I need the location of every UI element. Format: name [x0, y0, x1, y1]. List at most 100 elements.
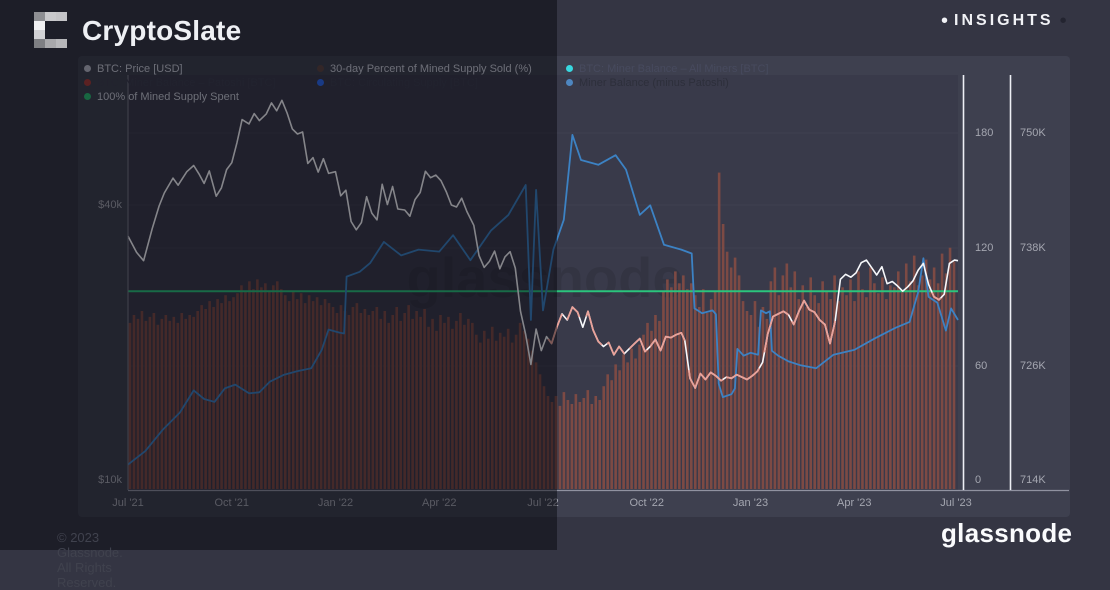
logo-block: [45, 21, 56, 30]
bar-30d-sold: [805, 307, 809, 489]
logo-block: [45, 30, 56, 39]
bar-30d-sold: [658, 320, 661, 489]
bar-30d-sold: [475, 334, 478, 489]
bar-30d-sold: [682, 275, 685, 489]
bar-30d-sold: [582, 398, 586, 489]
bar-30d-sold: [912, 255, 916, 489]
bar-30d-sold: [952, 261, 956, 489]
bar-30d-sold: [196, 311, 199, 489]
bar-30d-sold: [391, 315, 395, 489]
copyright-text: © 2023 Glassnode. All Rights Reserved.: [57, 530, 123, 590]
bar-30d-sold: [387, 322, 391, 489]
bar-30d-sold: [662, 291, 665, 489]
bar-30d-sold: [236, 293, 239, 489]
bar-30d-sold: [367, 315, 371, 489]
bar-30d-sold: [228, 301, 231, 489]
bar-30d-sold: [252, 289, 255, 489]
x-tick: Jul '21: [112, 497, 144, 509]
x-tick: Jul '23: [940, 497, 972, 509]
bar-30d-sold: [861, 289, 864, 489]
bar-30d-sold: [789, 287, 793, 489]
bar-30d-sold: [558, 405, 562, 489]
bar-30d-sold: [168, 320, 172, 489]
legend-column: 30-day Percent of Mined Supply Sold (%) B…: [317, 63, 532, 89]
bar-30d-sold: [463, 324, 466, 489]
bar-30d-sold: [283, 295, 287, 489]
bar-30d-sold: [749, 315, 753, 489]
legend-dot-icon: [84, 79, 91, 86]
bar-30d-sold: [534, 362, 538, 489]
y-tick-balance: 714K: [1020, 474, 1046, 486]
bar-30d-sold: [642, 334, 645, 489]
bar-30d-sold: [781, 275, 785, 489]
bar-30d-sold: [136, 318, 140, 489]
bar-30d-sold: [566, 400, 570, 489]
bar-30d-sold: [192, 316, 195, 489]
bar-30d-sold: [212, 307, 215, 489]
chart-canvas: glassnode: [127, 75, 1069, 492]
bar-30d-sold: [638, 344, 641, 489]
bar-30d-sold: [268, 291, 271, 489]
bar-30d-sold: [614, 364, 617, 489]
bar-30d-sold: [701, 289, 705, 489]
legend-item[interactable]: Miner Balance (minus Patoshi): [566, 76, 769, 89]
legend-item[interactable]: BTC: Price [USD]: [84, 63, 276, 75]
line-price-sell-overlay: [547, 313, 563, 345]
legend-dot-icon: [317, 79, 324, 86]
bar-30d-sold: [375, 307, 379, 489]
bar-30d-sold: [777, 295, 781, 489]
legend-column: BTC: Price [USD] BTC: Miner Balance – Pat…: [84, 63, 276, 103]
y-tick-balance: 750K: [1020, 127, 1046, 139]
bar-30d-sold: [546, 396, 550, 489]
bar-30d-sold: [550, 402, 554, 489]
legend-item[interactable]: 30-day Percent of Mined Supply Sold (%): [317, 63, 532, 75]
bar-30d-sold: [530, 350, 534, 489]
x-tick: Apr '23: [836, 497, 872, 509]
bar-30d-sold: [721, 224, 725, 489]
bar-30d-sold: [479, 342, 482, 489]
bar-30d-sold: [471, 322, 474, 489]
bar-30d-sold: [753, 301, 757, 489]
bar-30d-sold: [586, 390, 590, 489]
bar-30d-sold: [359, 313, 363, 489]
bar-30d-sold: [904, 263, 908, 489]
bar-30d-sold: [351, 307, 355, 489]
bar-30d-sold: [944, 273, 948, 489]
bar-30d-sold: [857, 271, 860, 489]
bar-30d-sold: [279, 289, 283, 489]
bar-30d-sold: [319, 305, 323, 489]
bar-30d-sold: [705, 313, 709, 489]
bar-30d-sold: [467, 318, 470, 489]
glassnode-wordmark: glassnode: [941, 518, 1073, 548]
bar-30d-sold: [928, 279, 932, 489]
legend-item[interactable]: 100% of Mined Supply Spent: [84, 91, 276, 103]
bar-30d-sold: [331, 307, 335, 489]
bar-30d-sold: [865, 297, 868, 489]
bar-30d-sold: [693, 295, 697, 489]
bar-30d-sold: [287, 301, 291, 489]
bar-30d-sold: [371, 311, 375, 489]
bar-30d-sold: [606, 374, 609, 489]
bar-30d-sold: [881, 277, 884, 489]
line-price-sell-overlay: [628, 337, 648, 353]
line-price-sell-overlay: [606, 341, 626, 356]
line-price-sell-overlay: [726, 367, 760, 381]
bar-30d-sold: [128, 322, 132, 489]
bar-30d-sold: [765, 318, 769, 489]
bar-30d-sold: [821, 281, 824, 489]
bar-30d-sold: [713, 291, 717, 489]
bar-30d-sold: [447, 316, 450, 489]
bar-30d-sold: [893, 287, 896, 489]
legend-item[interactable]: BTC: Miner Balance – Patoshi [BTC]: [84, 77, 276, 89]
legend-item[interactable]: BTC: Miner Balance – All Miners [BTC]: [566, 63, 769, 75]
bar-30d-sold: [335, 313, 339, 489]
bar-30d-sold: [709, 299, 713, 489]
bar-30d-sold: [172, 316, 176, 489]
brand-title: CryptoSlate: [82, 15, 242, 46]
y-tick-percent: 180: [975, 127, 994, 139]
bar-30d-sold: [896, 271, 900, 489]
bar-30d-sold: [260, 287, 263, 489]
legend-label: Miner Balance (minus Patoshi): [579, 76, 729, 89]
legend-item[interactable]: BTC: Circulating Supply [BTC]: [317, 77, 532, 89]
bar-30d-sold: [303, 303, 307, 489]
